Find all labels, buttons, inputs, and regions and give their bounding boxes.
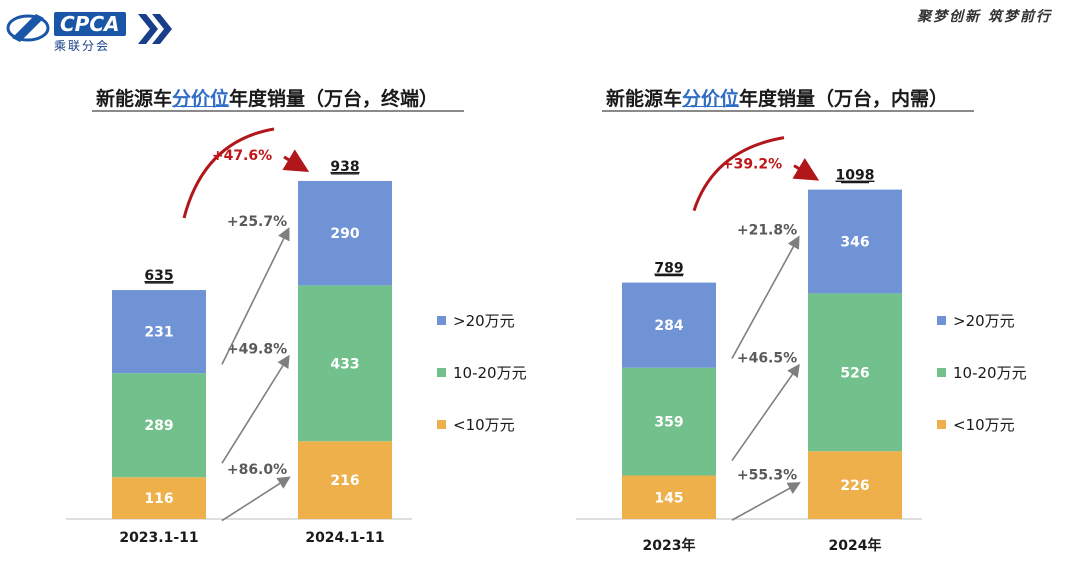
bar-value-label-mid-right-0: 359 [654,415,683,431]
title-underline-left [92,110,464,112]
bar-value-label-high-right-0: 284 [654,318,683,334]
growth-label-high-right: +21.8% [737,222,797,238]
growth-label-mid-right: +46.5% [737,350,797,366]
bar-low-left-1 [298,441,392,519]
bar-value-label-high-right-1: 346 [840,235,869,251]
legend-label-right-0: >20万元 [953,312,1015,330]
bar-high-right-1 [808,189,902,294]
category-label-left-1: 2024.1-11 [305,530,384,546]
bar-high-left-0 [112,290,206,374]
legend-label-left-0: >20万元 [453,312,515,330]
legend-swatch-right-1 [937,368,946,377]
bar-mid-left-1 [298,285,392,442]
total-label-right-0: 789 [654,261,683,277]
total-label-right-1: 1098 [836,168,875,184]
total-growth-arrow-left [282,149,310,173]
legend-swatch-right-0 [937,316,946,325]
total-growth-curve-right [692,136,785,212]
legend-label-left-2: <10万元 [453,416,515,434]
legend-swatch-right-2 [937,420,946,429]
growth-label-mid-left: +49.8% [227,342,287,358]
cpca-emblem-icon [6,14,50,42]
legend-swatch-left-0 [437,316,446,325]
growth-label-low-left: +86.0% [227,462,287,478]
bar-low-left-0 [112,477,206,519]
bar-value-label-low-right-0: 145 [654,490,683,506]
growth-arrow-mid-left [221,354,290,464]
chart-title-right-pre: 新能源车 [606,88,683,110]
category-label-left-0: 2023.1-11 [119,530,198,546]
title-underline-right [602,110,974,112]
growth-arrow-low-right [731,482,801,521]
bar-mid-right-1 [808,293,902,452]
legend-label-left-1: 10-20万元 [453,364,527,382]
growth-arrow-low-left [221,476,291,522]
growth-arrow-high-left [221,227,290,365]
bar-low-right-0 [622,475,716,519]
page-header: CPCA 乘联分会 聚梦创新 筑梦前行 [0,0,1080,60]
bar-value-label-mid-right-1: 526 [840,365,869,381]
bar-value-label-mid-left-0: 289 [144,418,173,434]
total-growth-label-right: +39.2% [722,157,782,173]
logo-subtitle: 乘联分会 [54,39,111,53]
bar-value-label-low-left-0: 116 [144,491,173,507]
category-label-right-1: 2024年 [829,537,882,554]
chart-title-left-highlight: 分价位 [172,88,230,110]
chart-title-left: 新能源车分价位年度销量（万台，终端） [96,84,438,111]
bar-high-right-0 [622,282,716,368]
bar-value-label-high-left-0: 231 [144,325,173,341]
legend-label-right-2: <10万元 [953,416,1015,434]
chart-title-left-pre: 新能源车 [96,88,173,110]
total-label-left-1: 938 [330,159,359,175]
bar-value-label-mid-left-1: 433 [330,356,359,372]
total-label-left-0: 635 [144,268,173,284]
total-growth-arrow-right [792,158,820,181]
legend-swatch-left-1 [437,368,446,377]
bar-mid-right-0 [622,367,716,476]
growth-label-low-right: +55.3% [737,468,797,484]
logo-text: CPCA [54,12,126,36]
bar-high-left-1 [298,180,392,286]
bar-low-right-1 [808,451,902,519]
slogan: 聚梦创新 筑梦前行 [917,9,1052,25]
total-growth-curve-left [182,127,275,219]
category-label-right-0: 2023年 [643,537,696,554]
chart-title-right-post: 年度销量（万台，内需） [739,88,949,110]
growth-arrow-high-right [731,235,800,359]
chart-title-left-post: 年度销量（万台，终端） [229,88,439,110]
cpca-logo: CPCA 乘联分会 [6,4,196,54]
total-growth-label-left: +47.6% [212,148,272,164]
bar-value-label-low-right-1: 226 [840,478,869,494]
bar-value-label-high-left-1: 290 [330,226,359,242]
legend-label-right-1: 10-20万元 [953,364,1027,382]
growth-arrow-mid-right [731,363,800,462]
bar-value-label-low-left-1: 216 [330,473,359,489]
chevron-right-icon [138,14,172,44]
growth-label-high-left: +25.7% [227,214,287,230]
bar-mid-left-0 [112,373,206,478]
legend-swatch-left-2 [437,420,446,429]
chart-title-right-highlight: 分价位 [682,88,740,110]
chart-title-right: 新能源车分价位年度销量（万台，内需） [606,84,948,111]
